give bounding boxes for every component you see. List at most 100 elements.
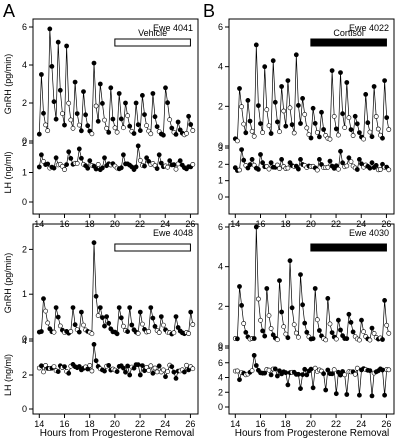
gnrh-data-point [285,78,291,83]
gnrh-y-tick-label: 6 [218,22,223,32]
x-tick-label: 26 [185,419,195,429]
lh-data-point [356,156,362,162]
lh-data-point [333,391,339,397]
lh-data-point [79,155,84,161]
gnrh-data-point [51,329,57,335]
gnrh-data-point [268,131,274,136]
gnrh-data-point [43,308,48,314]
lh-data-point [165,164,170,170]
gnrh-data-point [43,122,48,128]
ewe-label: Ewe 4048 [153,228,193,238]
gnrh-data-point [81,322,86,328]
lh-data-point [127,372,133,378]
gnrh-y-tick-label: 2 [218,101,223,111]
lh-data-point [74,160,80,166]
gnrh-data-point [367,129,373,135]
gnrh-data-point [186,113,191,119]
gnrh-data-point [373,114,379,119]
lh-y-tick-label: 2 [218,159,223,169]
gnrh-data-point [333,336,339,342]
gnrh-y-tick-label: 6 [22,22,27,32]
lh-data-point [373,162,379,168]
gnrh-data-point [304,329,310,335]
gnrh-data-point [382,297,387,303]
gnrh-data-point [304,125,310,131]
gnrh-data-point [327,136,333,142]
gnrh-data-point [175,119,181,125]
gnrh-data-point [118,116,124,122]
gnrh-data-point [314,129,320,135]
lh-data-point [165,369,170,374]
gnrh-data-point [81,89,86,94]
gnrh-data-point [316,328,322,333]
lh-data-point [382,392,387,398]
gnrh-data-point [51,99,57,105]
gnrh-data-point [60,111,65,116]
gnrh-data-point [123,100,128,106]
gnrh-data-point [68,117,74,123]
lh-data-point [190,366,196,372]
lh-data-point [340,160,345,166]
lh-data-point [344,392,350,397]
lh-data-point [144,155,149,161]
lh-data-point [51,364,57,369]
gnrh-data-point [150,315,156,321]
ewe-label: Ewe 4041 [153,23,193,33]
lh-data-point [53,155,59,161]
lh-data-point [251,352,257,358]
lh-data-point [66,370,72,376]
lh-data-point [135,362,141,368]
gnrh-data-point [49,64,55,69]
gnrh-data-point [144,123,149,128]
gnrh-data-point [163,85,168,91]
gnrh-data-point [114,129,120,135]
gnrh-data-point [106,320,112,326]
lh-data-point [150,370,156,376]
gnrh-data-point [91,60,97,66]
gnrh-data-point [131,131,137,136]
lh-data-point [102,368,107,374]
gnrh-data-point [310,336,316,341]
gnrh-data-point [340,111,345,117]
gnrh-data-point [104,125,109,131]
lh-data-point [354,365,360,371]
gnrh-data-point [335,132,341,138]
gnrh-series-line [38,28,194,136]
gnrh-data-point [346,311,352,317]
lh-data-point [55,369,61,374]
lh-data-point [369,160,375,166]
gnrh-data-point [190,322,196,327]
gnrh-data-point [258,121,263,126]
gnrh-data-point [295,334,301,340]
lh-data-point [340,369,345,374]
panel-frame [228,223,395,415]
lh-data-point [308,366,314,372]
gnrh-data-point [338,327,343,333]
lh-data-point [156,152,162,158]
panel-frame [32,18,199,215]
gnrh-data-point [302,320,308,326]
gnrh-data-point [112,125,118,131]
gnrh-data-point [264,286,270,291]
panel-letter-b: B [203,1,215,21]
x-tick-label: 22 [331,419,341,429]
gnrh-data-point [104,314,109,319]
lh-data-point [258,152,263,157]
x-tick-label: 24 [356,419,366,429]
ewe-label: Ewe 4030 [349,228,389,238]
gnrh-data-point [283,123,289,129]
gnrh-data-point [175,325,181,330]
lh-data-point [285,382,291,388]
lh-data-point [139,363,145,368]
gnrh-data-point [70,125,76,131]
x-tick-label: 20 [306,419,316,429]
lh-data-point [171,369,177,375]
lh-data-point [274,162,280,168]
lh-data-point [156,363,162,369]
lh-data-point [76,146,82,152]
gnrh-data-point [76,329,82,335]
gnrh-data-point [371,330,377,336]
lh-y-tick-label: 2 [218,387,223,397]
lh-y-tick-label: 2 [22,138,27,148]
gnrh-data-point [142,112,147,117]
